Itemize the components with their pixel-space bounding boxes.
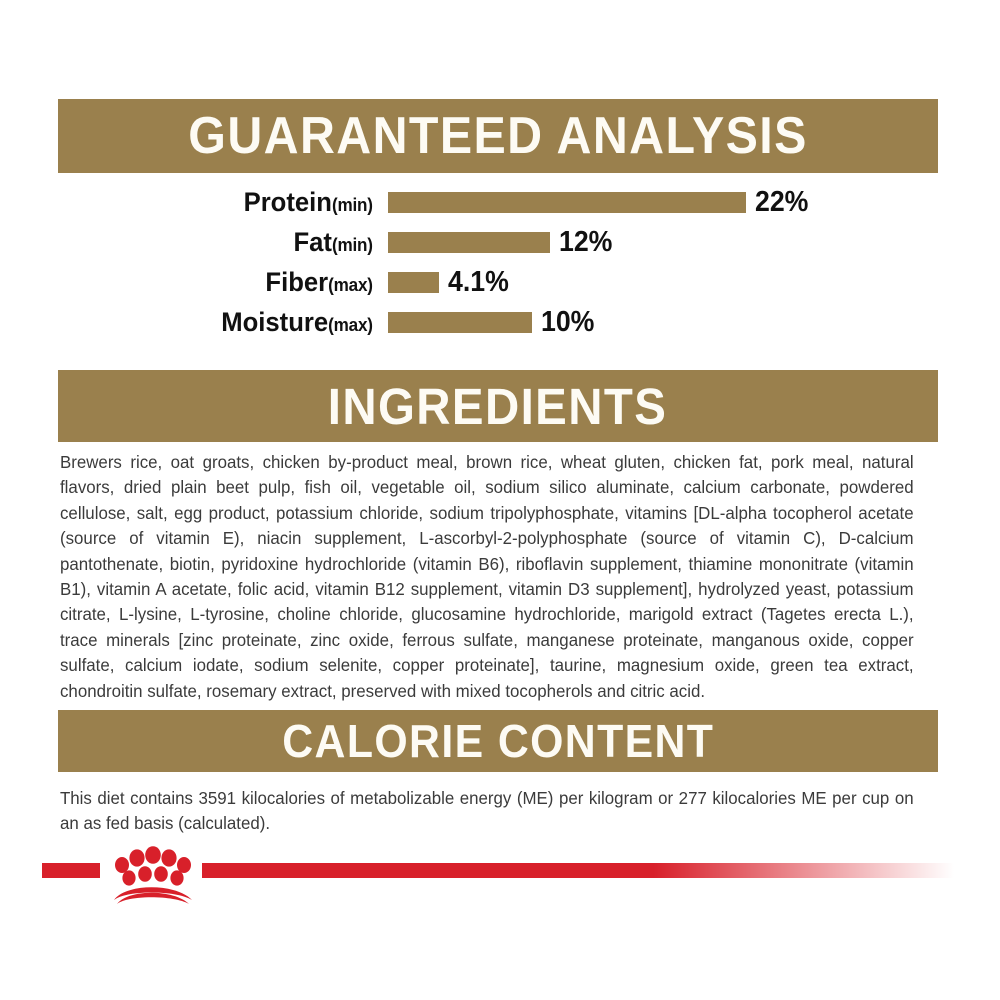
nutrient-label-fiber: Fiber(max) [75, 266, 389, 297]
guaranteed-analysis-chart: Protein(min) 22% Fat(min) 12% Fiber(max) [58, 183, 938, 348]
nutrient-qualifier: (min) [331, 234, 373, 255]
footer [0, 845, 1000, 925]
nutrient-bar-zone-protein: 22% [388, 185, 813, 219]
ingredients-title: INGREDIENTS [328, 377, 668, 435]
nutrient-bar-zone-fat: 12% [388, 225, 617, 259]
royal-canin-crown-icon [100, 845, 200, 907]
red-rule-left [42, 863, 100, 878]
nutrient-qualifier: (max) [328, 314, 373, 335]
nutrient-label-moisture: Moisture(max) [75, 306, 389, 337]
nutrient-bar-protein [388, 191, 746, 213]
nutrient-row: Fiber(max) 4.1% [58, 265, 938, 299]
calorie-content-header-band: CALORIE CONTENT [58, 710, 938, 772]
nutrient-name: Protein [243, 186, 332, 217]
nutrient-row: Protein(min) 22% [58, 185, 938, 219]
nutrient-row: Moisture(max) 10% [58, 305, 938, 339]
nutrient-bar-fiber [388, 271, 439, 293]
nutrient-qualifier: (max) [328, 274, 373, 295]
guaranteed-analysis-title: GUARANTEED ANALYSIS [188, 107, 808, 165]
nutrient-bar-zone-fiber: 4.1% [388, 265, 514, 299]
nutrient-bar-moisture [388, 311, 532, 333]
calorie-content-text: This diet contains 3591 kilocalories of … [60, 788, 914, 834]
nutrient-value-fat: 12% [559, 225, 613, 258]
nutrient-row: Fat(min) 12% [58, 225, 938, 259]
nutrient-name: Fat [293, 226, 332, 257]
nutrient-name: Moisture [221, 306, 329, 337]
nutrient-value-moisture: 10% [541, 305, 595, 338]
nutrient-bar-fat [388, 231, 550, 253]
red-rule-right [202, 863, 954, 878]
nutrient-label-fat: Fat(min) [75, 226, 389, 257]
guaranteed-analysis-header-band: GUARANTEED ANALYSIS [58, 99, 938, 173]
nutrient-label-protein: Protein(min) [75, 186, 389, 217]
nutrient-value-fiber: 4.1% [448, 265, 509, 298]
nutrient-qualifier: (min) [331, 194, 373, 215]
nutrient-name: Fiber [265, 266, 329, 297]
nutrient-bar-zone-moisture: 10% [388, 305, 599, 339]
ingredients-text: Brewers rice, oat groats, chicken by-pro… [60, 452, 914, 701]
nutrient-value-protein: 22% [755, 185, 809, 218]
calorie-content-title: CALORIE CONTENT [281, 715, 715, 767]
ingredients-header-band: INGREDIENTS [58, 370, 938, 442]
